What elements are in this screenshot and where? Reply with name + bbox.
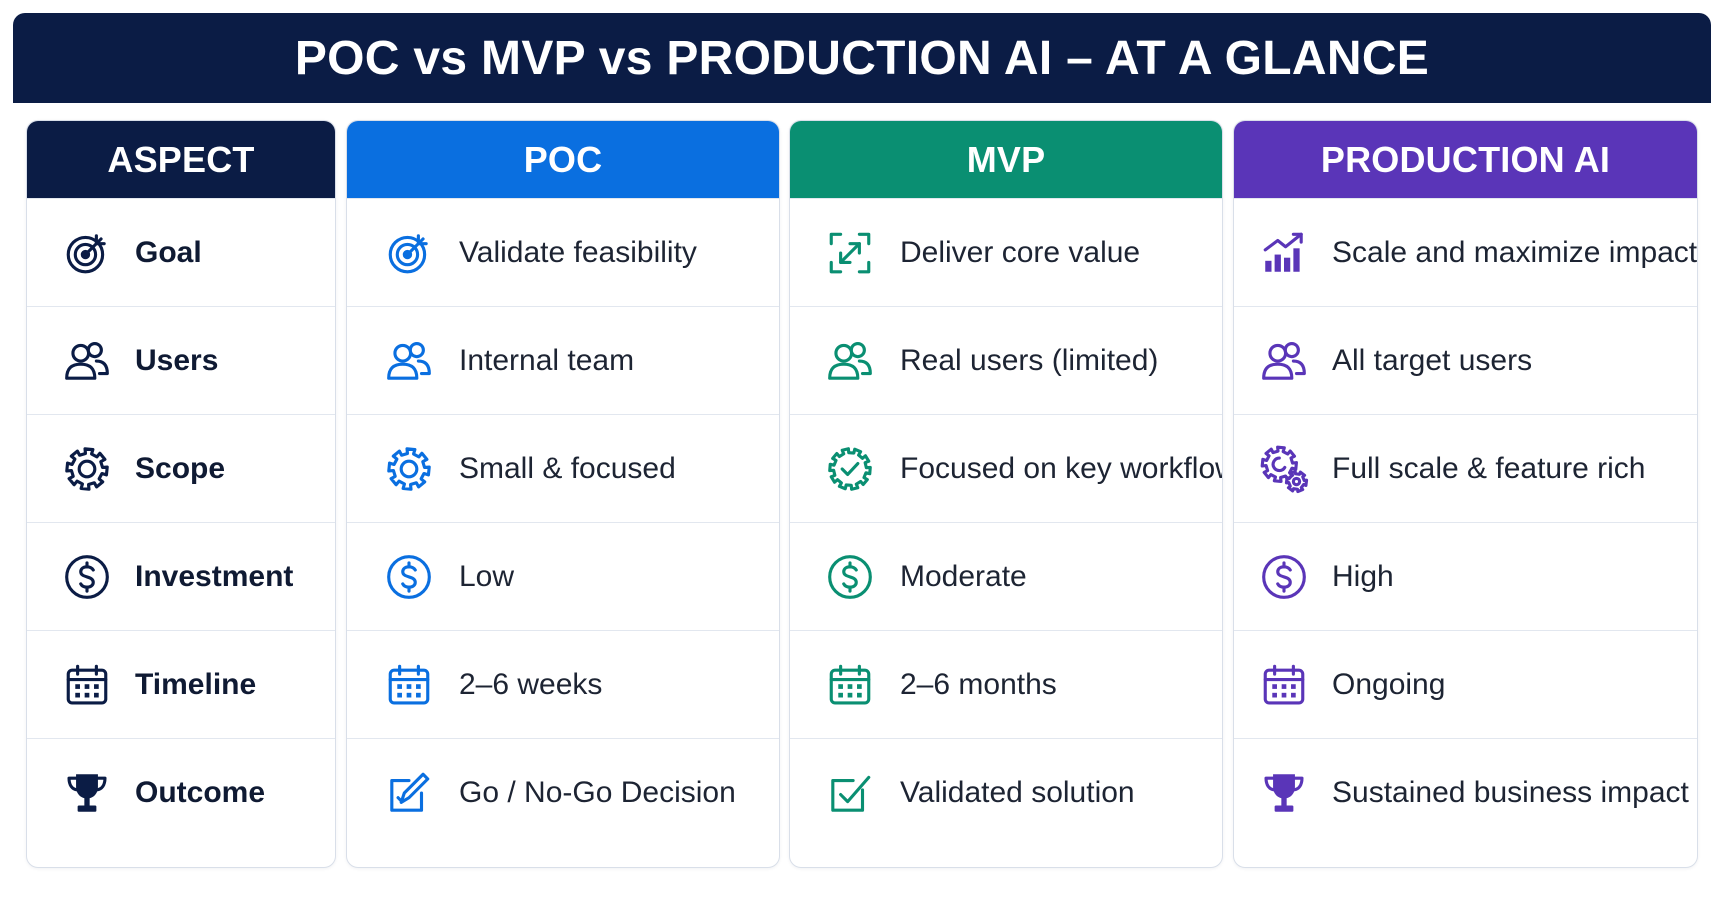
mvp-value: 2–6 months (900, 667, 1057, 701)
growth-chart-icon (1258, 227, 1310, 279)
production-value: Scale and maximize impact (1332, 235, 1698, 269)
mvp-row-goal: Deliver core value (790, 198, 1222, 306)
poc-header: POC (347, 121, 779, 198)
calendar-icon (61, 659, 113, 711)
target-icon (383, 227, 435, 279)
poc-row-scope: Small & focused (347, 414, 779, 522)
aspect-column: ASPECT Goal Users Scope Investment Timel… (26, 120, 336, 868)
aspect-row-scope: Scope (27, 414, 335, 522)
poc-value: Validate feasibility (459, 235, 697, 269)
mvp-value: Real users (limited) (900, 343, 1159, 377)
mvp-column: MVP Deliver core value Real users (limit… (789, 120, 1223, 868)
mvp-header: MVP (790, 121, 1222, 198)
poc-row-goal: Validate feasibility (347, 198, 779, 306)
aspect-label: Investment (135, 559, 294, 593)
production-value: High (1332, 559, 1394, 593)
trophy-icon (1258, 767, 1310, 819)
calendar-icon (824, 659, 876, 711)
aspect-row-goal: Goal (27, 198, 335, 306)
mvp-row-timeline: 2–6 months (790, 630, 1222, 738)
users-icon (1258, 335, 1310, 387)
production-header: PRODUCTION AI (1234, 121, 1697, 198)
production-value: Full scale & feature rich (1332, 451, 1646, 485)
poc-row-timeline: 2–6 weeks (347, 630, 779, 738)
poc-value: Low (459, 559, 515, 593)
users-icon (61, 335, 113, 387)
aspect-label: Timeline (135, 667, 257, 701)
aspect-row-investment: Investment (27, 522, 335, 630)
dollar-icon (824, 551, 876, 603)
poc-column: POC Validate feasibility Internal team S… (346, 120, 780, 868)
mvp-row-scope: Focused on key workflow (790, 414, 1222, 522)
checkbox-icon (824, 767, 876, 819)
dollar-icon (1258, 551, 1310, 603)
poc-value: Internal team (459, 343, 635, 377)
mvp-row-investment: Moderate (790, 522, 1222, 630)
calendar-icon (383, 659, 435, 711)
production-row-outcome: Sustained business impact (1234, 738, 1697, 846)
production-value: All target users (1332, 343, 1533, 377)
poc-value: Small & focused (459, 451, 676, 485)
title-banner: POC vs MVP vs PRODUCTION AI – AT A GLANC… (13, 13, 1711, 103)
mvp-value: Validated solution (900, 775, 1135, 809)
aspect-label: Scope (135, 451, 226, 485)
aspect-row-timeline: Timeline (27, 630, 335, 738)
mvp-row-users: Real users (limited) (790, 306, 1222, 414)
gear-icon (383, 443, 435, 495)
trophy-icon (61, 767, 113, 819)
poc-value: Go / No-Go Decision (459, 775, 736, 809)
production-row-users: All target users (1234, 306, 1697, 414)
poc-row-investment: Low (347, 522, 779, 630)
users-icon (383, 335, 435, 387)
production-row-investment: High (1234, 522, 1697, 630)
check-gear-icon (824, 443, 876, 495)
production-row-timeline: Ongoing (1234, 630, 1697, 738)
gears-icon (1258, 443, 1310, 495)
production-row-goal: Scale and maximize impact (1234, 198, 1697, 306)
mvp-value: Moderate (900, 559, 1027, 593)
poc-value: 2–6 weeks (459, 667, 603, 701)
production-column: PRODUCTION AI Scale and maximize impact … (1233, 120, 1698, 868)
production-row-scope: Full scale & feature rich (1234, 414, 1697, 522)
production-value: Ongoing (1332, 667, 1446, 701)
gear-icon (61, 443, 113, 495)
aspect-header: ASPECT (27, 121, 335, 198)
expand-arrows-icon (824, 227, 876, 279)
aspect-label: Goal (135, 235, 202, 269)
aspect-label: Outcome (135, 775, 266, 809)
target-icon (61, 227, 113, 279)
dollar-icon (61, 551, 113, 603)
mvp-value: Deliver core value (900, 235, 1141, 269)
calendar-icon (1258, 659, 1310, 711)
aspect-row-outcome: Outcome (27, 738, 335, 846)
aspect-label: Users (135, 343, 219, 377)
mvp-value: Focused on key workflow (900, 451, 1223, 485)
aspect-row-users: Users (27, 306, 335, 414)
users-icon (824, 335, 876, 387)
poc-row-outcome: Go / No-Go Decision (347, 738, 779, 846)
mvp-row-outcome: Validated solution (790, 738, 1222, 846)
poc-row-users: Internal team (347, 306, 779, 414)
production-value: Sustained business impact (1332, 775, 1689, 809)
page-title: POC vs MVP vs PRODUCTION AI – AT A GLANC… (294, 31, 1430, 85)
pen-check-icon (383, 767, 435, 819)
dollar-icon (383, 551, 435, 603)
